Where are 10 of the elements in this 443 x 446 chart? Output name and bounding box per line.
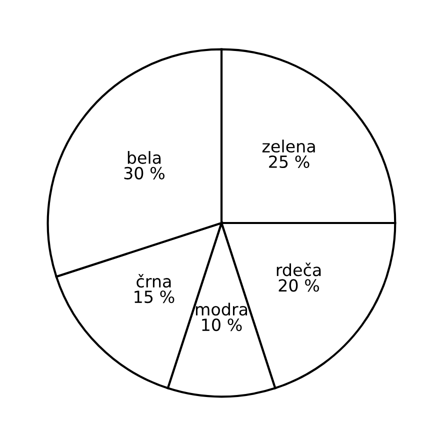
data-label: 10 % — [202, 318, 242, 332]
slice-label: rdeča — [276, 262, 321, 276]
data-label: 30 % — [124, 166, 164, 180]
slice-label: črna — [136, 274, 171, 288]
data-label: 20 % — [278, 279, 320, 292]
data-label: 15 % — [134, 290, 174, 304]
data-label: 25 % — [269, 155, 310, 168]
slice-label: bela — [128, 151, 161, 164]
slice-label: modra — [196, 302, 248, 316]
slice-label: zelena — [262, 140, 315, 153]
